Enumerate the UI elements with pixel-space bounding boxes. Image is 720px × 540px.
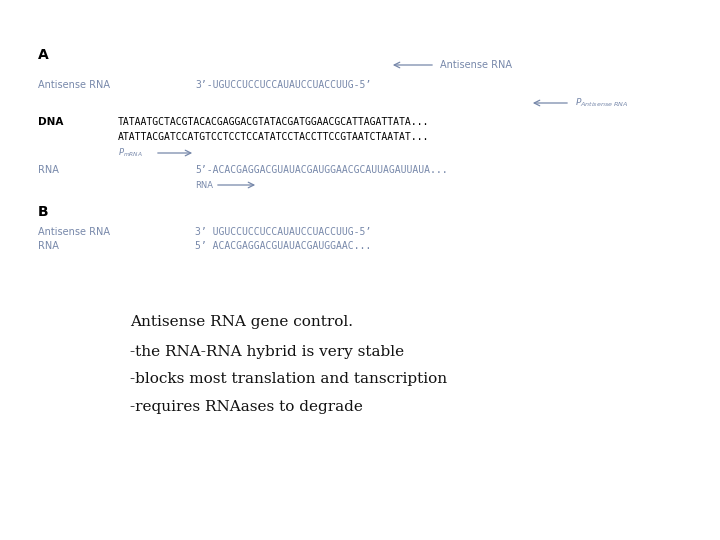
Text: RNA: RNA xyxy=(195,180,213,190)
Text: -blocks most translation and tanscription: -blocks most translation and tanscriptio… xyxy=(130,372,447,386)
Text: 3’-UGUCCUCCUCCAUAUCCUACCUUG-5’: 3’-UGUCCUCCUCCAUAUCCUACCUUG-5’ xyxy=(195,80,372,90)
Text: $P_{mRNA}$: $P_{mRNA}$ xyxy=(118,147,143,159)
Text: 3’ UGUCCUCCUCCAUAUCCUACCUUG-5’: 3’ UGUCCUCCUCCAUAUCCUACCUUG-5’ xyxy=(195,227,372,237)
Text: -requires RNAases to degrade: -requires RNAases to degrade xyxy=(130,400,363,414)
Text: RNA: RNA xyxy=(38,241,59,251)
Text: 5’ ACACGAGGACGUAUACGAUGGAAC...: 5’ ACACGAGGACGUAUACGAUGGAAC... xyxy=(195,241,372,251)
Text: TATAATGCTACGTACACGAGGACGTATACGATGGAACGCATTAGATTATA...: TATAATGCTACGTACACGAGGACGTATACGATGGAACGCA… xyxy=(118,117,429,127)
Text: Antisense RNA: Antisense RNA xyxy=(38,227,110,237)
Text: 5’-ACACGAGGACGUAUACGAUGGAACGCAUUAGAUUAUA...: 5’-ACACGAGGACGUAUACGAUGGAACGCAUUAGAUUAUA… xyxy=(195,165,448,175)
Text: Antisense RNA: Antisense RNA xyxy=(440,60,512,70)
Text: Antisense RNA gene control.: Antisense RNA gene control. xyxy=(130,315,353,329)
Text: ATATTACGATCCATGTCCTCCTCCATATCCTACCTTCCGTAATCTAATAT...: ATATTACGATCCATGTCCTCCTCCATATCCTACCTTCCGT… xyxy=(118,132,429,142)
Text: B: B xyxy=(38,205,49,219)
Text: Antisense RNA: Antisense RNA xyxy=(38,80,110,90)
Text: RNA: RNA xyxy=(38,165,59,175)
Text: DNA: DNA xyxy=(38,117,63,127)
Text: A: A xyxy=(38,48,49,62)
Text: -the RNA-RNA hybrid is very stable: -the RNA-RNA hybrid is very stable xyxy=(130,345,404,359)
Text: $P_{Antisense\ RNA}$: $P_{Antisense\ RNA}$ xyxy=(575,97,629,109)
